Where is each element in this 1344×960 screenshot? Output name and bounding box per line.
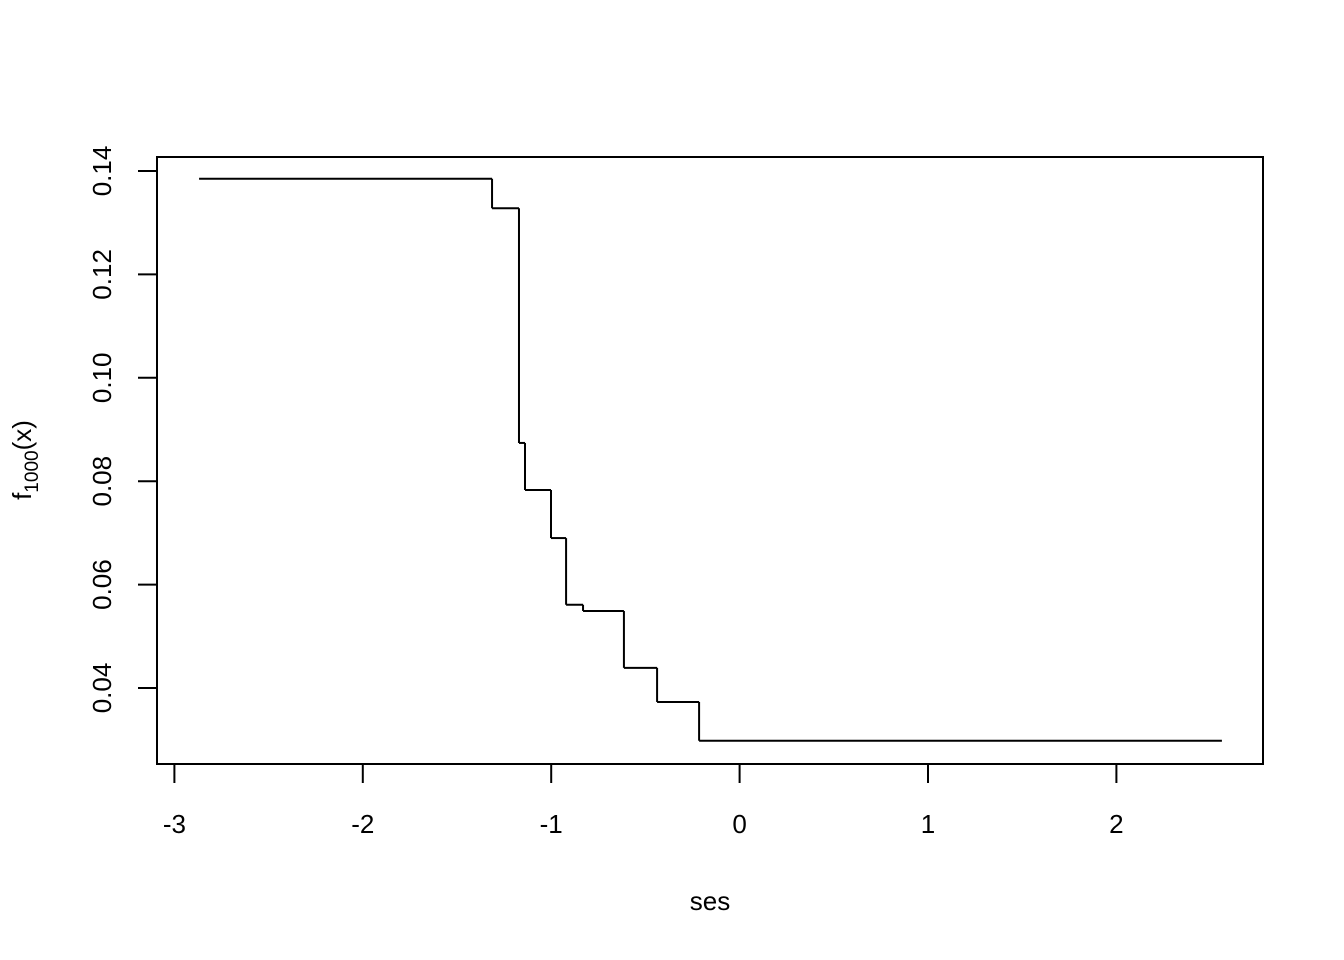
x-tick-label: -2 xyxy=(351,809,374,839)
x-axis-title: ses xyxy=(690,886,730,916)
plot-frame xyxy=(156,156,1264,765)
y-tick-label: 0.14 xyxy=(87,146,117,197)
y-tick-label: 0.06 xyxy=(87,559,117,610)
y-axis-title-suffix: (x) xyxy=(7,420,37,450)
y-axis-title-base: f xyxy=(7,492,37,500)
y-axis-title-subscript: 1000 xyxy=(22,450,43,492)
y-axis: 0.04 0.06 0.08 0.10 0.12 0.14 xyxy=(87,146,158,714)
y-tick-label: 0.10 xyxy=(87,352,117,403)
y-tick-label: 0.12 xyxy=(87,249,117,300)
x-tick-label: -1 xyxy=(540,809,563,839)
y-tick-label: 0.08 xyxy=(87,456,117,507)
x-axis: -3 -2 -1 0 1 2 xyxy=(163,763,1124,839)
y-tick-label: 0.04 xyxy=(87,663,117,714)
step-series xyxy=(199,177,1222,742)
x-tick-label: 2 xyxy=(1109,809,1123,839)
x-tick-label: 0 xyxy=(732,809,746,839)
x-tick-label: 1 xyxy=(921,809,935,839)
x-tick-label: -3 xyxy=(163,809,186,839)
y-axis-title: f1000(x) xyxy=(7,420,43,500)
